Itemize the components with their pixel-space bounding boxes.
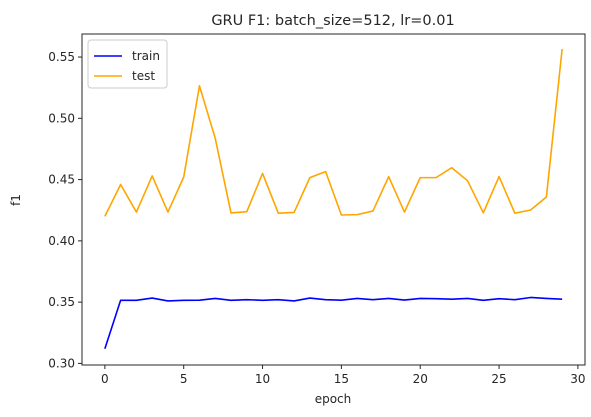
y-tick-label: 0.40 (48, 234, 75, 248)
plot-area (81, 33, 586, 366)
chart-title: GRU F1: batch_size=512, lr=0.01 (211, 13, 454, 29)
series-line-train (104, 296, 563, 349)
y-tick-label: 0.55 (48, 50, 75, 64)
x-tick-label: 0 (101, 372, 109, 386)
y-axis: 0.30 0.35 0.40 0.45 0.50 0.55 (48, 50, 82, 370)
legend-label-test: test (132, 69, 155, 83)
y-tick-label: 0.30 (48, 356, 75, 370)
x-tick-label: 10 (255, 372, 270, 386)
x-tick-label: 30 (570, 372, 585, 386)
x-tick-label: 25 (491, 372, 506, 386)
x-axis-title: epoch (315, 392, 352, 406)
axes-frame (81, 33, 586, 366)
y-tick-label: 0.45 (48, 173, 75, 187)
x-tick-label: 15 (334, 372, 349, 386)
legend-box (87, 39, 168, 89)
y-tick-label: 0.50 (48, 111, 75, 125)
legend-label-train: train (132, 49, 160, 63)
legend: train test (87, 39, 168, 89)
x-tick-label: 5 (180, 372, 188, 386)
x-tick-label: 20 (413, 372, 428, 386)
x-axis: 0 5 10 15 20 25 30 (101, 365, 586, 386)
series-line-test (104, 48, 563, 217)
series-lines (104, 48, 563, 349)
y-axis-title: f1 (9, 194, 23, 206)
y-tick-label: 0.35 (48, 295, 75, 309)
